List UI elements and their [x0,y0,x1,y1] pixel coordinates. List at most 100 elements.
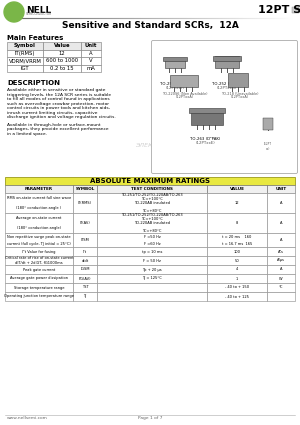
Text: Peak gate current: Peak gate current [23,267,55,272]
Bar [228,73,248,87]
Text: discharge ignition and voltage regulation circuits.: discharge ignition and voltage regulatio… [7,115,116,119]
Text: Operating junction temperature range: Operating junction temperature range [4,295,74,298]
Bar [263,118,273,130]
Text: to fill all modes of control found in applications: to fill all modes of control found in ap… [7,97,110,101]
Text: TO-251/TO-252/TO-220AB/TO-263: TO-251/TO-252/TO-220AB/TO-263 [121,213,183,217]
Text: t = 16.7 ms  165: t = 16.7 ms 165 [222,241,252,246]
Text: I²t Value for fusing: I²t Value for fusing [22,249,56,253]
Bar [207,247,267,256]
Bar [207,233,267,247]
Bar [207,185,267,193]
Bar [163,57,187,61]
FancyBboxPatch shape [152,40,298,173]
Bar [267,233,295,247]
Text: such as overvoltage crowbar protection, motor: such as overvoltage crowbar protection, … [7,102,109,105]
Bar [73,283,97,292]
Bar [81,65,101,72]
Text: TO-252 (D-PAK): TO-252 (D-PAK) [212,82,242,86]
Bar [7,49,43,57]
Text: TO-263 (D²PAK): TO-263 (D²PAK) [190,137,220,141]
Bar [5,233,73,247]
Bar [207,265,267,274]
Bar [215,56,239,68]
Text: 12PT Series: 12PT Series [258,5,300,15]
Bar [73,193,97,213]
Bar [5,274,73,283]
Bar [43,42,81,49]
Bar [73,247,97,256]
Bar [73,274,97,283]
Text: Storage temperature range: Storage temperature range [14,286,64,289]
Circle shape [4,2,24,22]
Text: inrush current limiting circuits, capacitive: inrush current limiting circuits, capaci… [7,110,98,114]
Bar [267,256,295,265]
Text: 12: 12 [58,51,65,56]
Bar [207,193,267,213]
Text: V: V [89,58,93,63]
Text: - 40 to + 150: - 40 to + 150 [225,286,249,289]
Bar [207,213,267,233]
Text: F =50 Hz: F =50 Hz [144,235,160,238]
Bar [97,274,207,283]
Bar [73,265,97,274]
Text: A: A [280,267,282,272]
Text: VDRM/VRRM: VDRM/VRRM [9,58,41,63]
Text: A: A [280,238,282,242]
Bar [5,177,295,185]
Text: PG(AV): PG(AV) [79,277,91,280]
Text: ЭЛЕКТРОННЫЙ  ПОРТАЛ: ЭЛЕКТРОННЫЙ ПОРТАЛ [135,142,215,147]
Text: Available either in sensitive or standard gate: Available either in sensitive or standar… [7,88,106,92]
Bar [73,213,97,233]
Text: A: A [280,201,282,205]
Text: Main Features: Main Features [7,35,63,41]
Text: Non repetitive surge peak on-state: Non repetitive surge peak on-state [7,235,71,238]
Text: Symbol: Symbol [14,43,36,48]
Bar [207,256,267,265]
Text: 4: 4 [236,267,238,272]
Bar [81,42,101,49]
Bar [97,256,207,265]
Bar [73,185,97,193]
Text: UNIT: UNIT [275,187,286,191]
Bar [43,49,81,57]
Text: A/μs: A/μs [277,258,285,263]
Text: TC=+100°C: TC=+100°C [141,217,163,221]
Text: current (full cycle, TJ initial = 25°C): current (full cycle, TJ initial = 25°C) [7,241,71,246]
Text: Page 1 of 7: Page 1 of 7 [138,416,162,420]
Text: ABSOLUTE MAXIMUM RATINGS: ABSOLUTE MAXIMUM RATINGS [90,178,210,184]
Bar [165,58,185,68]
Bar [97,193,207,213]
Bar [97,265,207,274]
Text: IGSM: IGSM [80,267,90,272]
Bar [7,42,43,49]
Bar [97,283,207,292]
Text: Available in through-hole or surface-mount: Available in through-hole or surface-mou… [7,122,100,127]
Text: - 40 to + 125: - 40 to + 125 [225,295,249,298]
Text: TO-251/TO-252/TO-220AB/TO-263: TO-251/TO-252/TO-220AB/TO-263 [121,193,183,197]
Bar [97,292,207,301]
Text: 8: 8 [236,221,238,225]
Bar [81,57,101,65]
Text: TJ = 125°C: TJ = 125°C [142,277,162,280]
Bar [5,292,73,301]
Bar [73,233,97,247]
Text: 50: 50 [235,258,239,263]
Text: 600 to 1000: 600 to 1000 [46,58,78,63]
Bar [267,193,295,213]
Bar [7,65,43,72]
Text: TJ: TJ [83,295,87,298]
Text: www.nellsemi.com: www.nellsemi.com [7,416,48,420]
Bar [7,57,43,65]
Text: IT(RMS): IT(RMS) [15,51,35,56]
Bar [81,49,101,57]
Text: (12PTxxF): (12PTxxF) [165,86,185,90]
Text: Tp + 20 μs: Tp + 20 μs [142,267,162,272]
Text: mA: mA [87,66,95,71]
Bar [191,111,223,125]
Bar [97,247,207,256]
Text: A: A [280,221,282,225]
Text: (12PTxxA): (12PTxxA) [231,95,249,99]
Bar [5,185,73,193]
Text: TC=+80°C: TC=+80°C [142,209,162,213]
Text: IT(RMS): IT(RMS) [78,201,92,205]
